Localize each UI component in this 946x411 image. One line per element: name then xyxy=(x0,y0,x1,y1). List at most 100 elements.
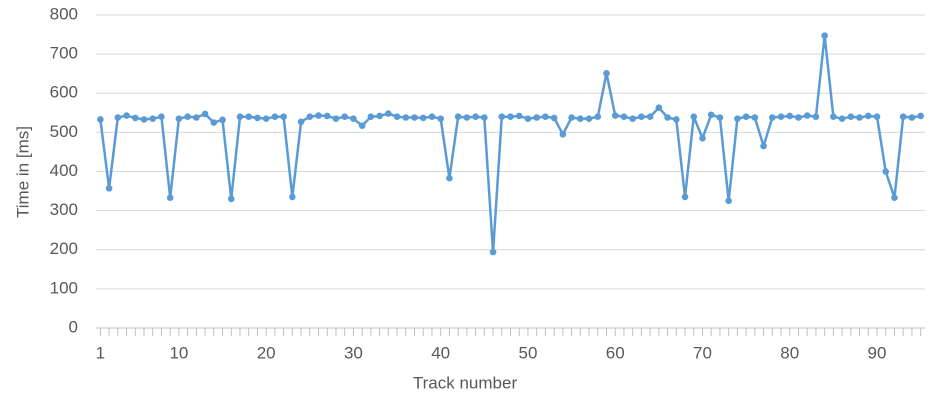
point xyxy=(524,115,532,122)
point xyxy=(402,114,410,121)
point xyxy=(638,113,645,121)
x-tick-label: 50 xyxy=(518,343,537,362)
point xyxy=(725,197,732,205)
point xyxy=(437,115,444,122)
point xyxy=(306,113,314,121)
x-tick-label: 60 xyxy=(606,343,625,362)
point xyxy=(236,113,244,121)
point xyxy=(463,114,471,121)
point xyxy=(114,114,122,121)
x-tick-label: 70 xyxy=(693,343,712,362)
point xyxy=(760,142,767,150)
point xyxy=(289,193,296,201)
point xyxy=(376,112,383,120)
point xyxy=(219,116,226,124)
x-tick-label: 10 xyxy=(169,343,188,362)
point xyxy=(899,113,907,121)
x-tick-label: 30 xyxy=(344,343,363,362)
point xyxy=(838,115,846,122)
point xyxy=(873,113,881,121)
point xyxy=(620,113,628,121)
x-tick-label: 40 xyxy=(431,343,450,362)
point xyxy=(411,114,418,121)
point xyxy=(681,193,689,201)
point xyxy=(908,114,916,121)
point xyxy=(830,113,837,121)
point xyxy=(603,69,610,77)
point xyxy=(105,185,113,192)
point xyxy=(507,113,514,121)
point xyxy=(472,113,479,121)
point xyxy=(891,194,898,202)
point xyxy=(786,112,794,120)
point xyxy=(97,116,104,123)
point xyxy=(280,113,287,121)
point xyxy=(201,110,209,118)
point xyxy=(175,115,183,122)
point xyxy=(227,195,235,203)
line xyxy=(99,34,921,254)
point xyxy=(629,115,636,122)
point xyxy=(690,113,698,121)
point xyxy=(254,114,261,122)
point xyxy=(245,113,253,121)
point xyxy=(210,119,218,126)
point xyxy=(367,113,375,121)
point xyxy=(123,112,130,119)
point xyxy=(297,118,305,126)
point xyxy=(428,113,436,121)
point xyxy=(184,113,191,121)
point xyxy=(332,115,340,122)
y-tick-label: 500 xyxy=(50,122,78,141)
y-tick-label: 600 xyxy=(50,83,78,102)
point xyxy=(559,131,567,138)
point xyxy=(847,113,855,121)
point xyxy=(803,112,811,119)
point xyxy=(489,248,497,256)
y-tick-label: 0 xyxy=(69,317,78,336)
point xyxy=(158,113,165,121)
y-tick-label: 700 xyxy=(50,44,78,63)
point xyxy=(446,174,453,182)
point xyxy=(533,114,540,121)
point xyxy=(585,115,593,122)
point xyxy=(699,134,706,142)
point xyxy=(716,114,724,121)
point xyxy=(385,110,392,117)
y-axis-label: Time in [ms] xyxy=(13,126,32,218)
point xyxy=(777,113,785,121)
point xyxy=(734,115,741,122)
point xyxy=(594,113,602,121)
point xyxy=(323,112,331,120)
point xyxy=(419,114,427,122)
point xyxy=(393,113,401,121)
point xyxy=(166,194,174,202)
point xyxy=(149,115,157,122)
point xyxy=(193,114,200,121)
y-tick-label: 300 xyxy=(50,200,78,219)
y-tick-label: 400 xyxy=(50,161,78,180)
point xyxy=(795,114,802,121)
point xyxy=(751,114,759,121)
point xyxy=(611,112,619,119)
x-tick-label: 1 xyxy=(96,343,105,362)
point xyxy=(350,115,357,122)
point xyxy=(262,115,270,122)
point xyxy=(498,113,506,121)
point xyxy=(707,111,715,119)
point xyxy=(673,116,680,123)
x-tick-label: 20 xyxy=(257,343,276,362)
point xyxy=(917,112,924,120)
point xyxy=(542,113,549,121)
point xyxy=(515,112,523,120)
point xyxy=(577,115,584,122)
point xyxy=(568,114,575,121)
point xyxy=(655,104,663,112)
y-tick-label: 100 xyxy=(50,278,78,297)
point xyxy=(864,112,872,120)
point xyxy=(271,113,279,121)
point xyxy=(646,113,654,121)
point xyxy=(454,113,462,121)
point xyxy=(664,114,671,121)
